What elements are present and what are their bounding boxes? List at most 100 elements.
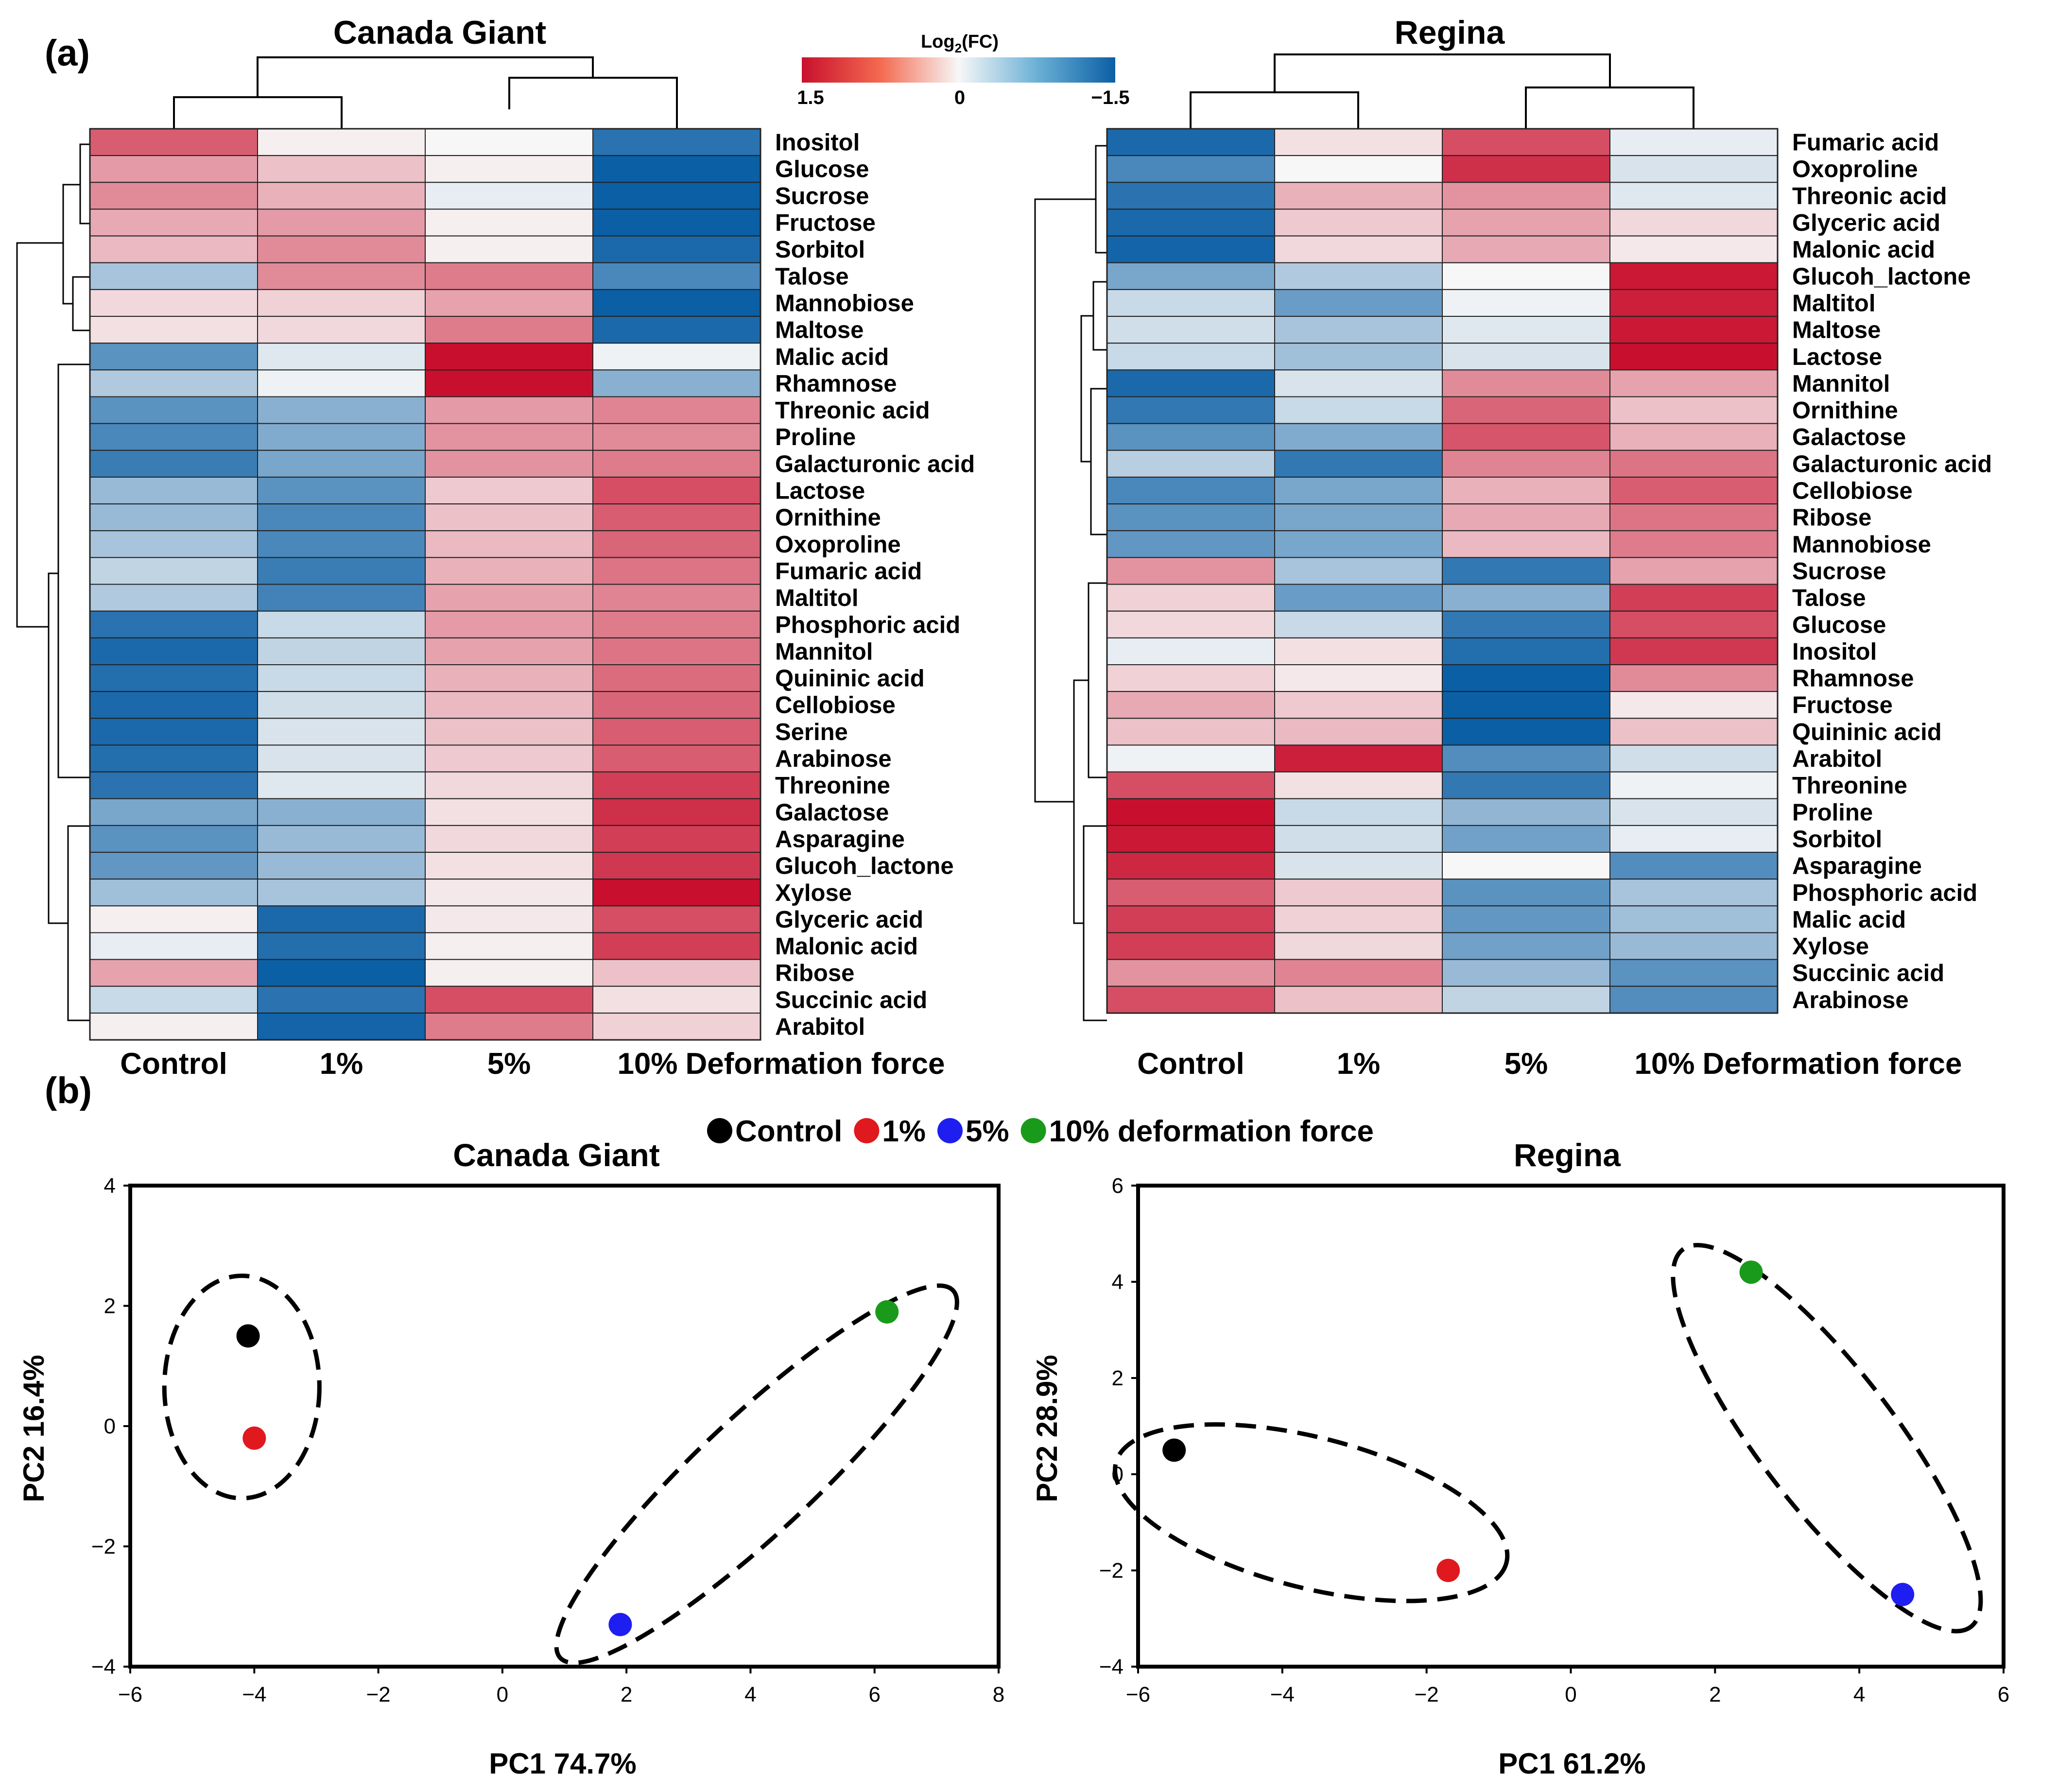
heatmap-regina-column-label-0: Control	[1137, 1047, 1244, 1081]
heatmap-regina-cell-oxoproline-2	[1442, 155, 1610, 183]
pca-regina-ytick-label: 4	[1112, 1270, 1124, 1294]
heatmap-regina-row-label: Malic acid	[1792, 907, 1906, 933]
heatmap-canada-giant-cell-galactose-2	[425, 798, 593, 826]
colorbar-title-subscript: 2	[955, 41, 962, 55]
pca-regina-xtick-label: −6	[1126, 1683, 1150, 1706]
pca-canada-giant-xtick-label: −2	[366, 1683, 390, 1706]
heatmap-canada-giant-cell-galactose-1	[257, 798, 426, 826]
heatmap-canada-giant-cell-sucrose-1	[257, 182, 426, 210]
heatmap-regina-cell-quininic-acid-1	[1274, 718, 1443, 746]
heatmap-regina-cell-talose-1	[1274, 584, 1443, 612]
heatmap-canada-giant-row-label: Xylose	[775, 880, 852, 906]
heatmap-regina-column-label-1: 1%	[1337, 1047, 1381, 1081]
heatmap-regina-row-label: Sucrose	[1792, 558, 1886, 585]
pca-canada-giant-ytick-label: 2	[104, 1294, 116, 1318]
heatmap-regina-row-label: Quininic acid	[1792, 719, 1942, 745]
pca-canada-giant-point-5pct	[608, 1613, 632, 1637]
heatmap-canada-giant-row-label: Glucoh_lactone	[775, 853, 954, 879]
heatmap-regina-cell-threonic-acid-2	[1442, 182, 1610, 210]
heatmap-canada-giant-row-label: Galactose	[775, 799, 889, 826]
heatmap-regina-row-label: Galactose	[1792, 424, 1906, 450]
heatmap-canada-giant-cell-quininic-acid-1	[257, 664, 426, 692]
heatmap-canada-giant-cell-arabinose-1	[257, 744, 426, 773]
heatmap-canada-giant-cell-phosphoric-acid-2	[425, 610, 593, 638]
heatmap-regina-cell-mannobiose-1	[1274, 530, 1443, 558]
heatmap-regina-cell-arabitol-0	[1106, 744, 1275, 773]
heatmap-regina-cell-arabinose-1	[1274, 985, 1443, 1014]
heatmap-canada-giant-cell-lactose-2	[425, 476, 593, 505]
heatmap-regina-cell-phosphoric-acid-3	[1609, 879, 1778, 907]
pca-canada-giant-xlabel: PC1 74.7%	[489, 1747, 637, 1780]
pca-canada-giant-xtick-label: −6	[118, 1683, 142, 1706]
heatmap-canada-giant-cell-glucoh-lactone-0	[89, 852, 258, 880]
heatmap-regina-cell-glucose-0	[1106, 610, 1275, 638]
heatmap-canada-giant-cell-mannitol-0	[89, 637, 258, 665]
heatmap-regina-column-dendrogram	[1190, 53, 1694, 129]
heatmap-regina-cell-sorbitol-0	[1106, 825, 1275, 853]
heatmap-canada-giant-row-label: Sorbitol	[775, 237, 865, 263]
heatmap-regina-cell-xylose-0	[1106, 932, 1275, 960]
heatmap-canada-giant-cell-xylose-0	[89, 879, 258, 907]
heatmap-canada-giant-column-labels: Control 1% 5% 10% Deformation force	[120, 1047, 945, 1081]
heatmap-regina-cells	[1106, 128, 1779, 1014]
heatmap-canada-giant-cell-galacturonic-acid-3	[592, 449, 761, 478]
heatmap-regina-cell-oxoproline-0	[1106, 155, 1275, 183]
heatmap-canada-giant-cell-ornithine-2	[425, 503, 593, 532]
heatmap-canada-giant-cell-glucose-3	[592, 155, 761, 183]
heatmap-regina-row-label: Ribose	[1792, 505, 1871, 531]
pca-legend-label-0: Control	[735, 1115, 842, 1148]
heatmap-regina-cell-inositol-1	[1274, 637, 1443, 665]
heatmap-regina-cell-proline-0	[1106, 798, 1275, 826]
heatmap-regina-cell-mannitol-2	[1442, 369, 1610, 397]
heatmap-regina-cell-sucrose-0	[1106, 557, 1275, 585]
pca-regina-xlabel: PC1 61.2%	[1498, 1747, 1646, 1780]
heatmap-regina-cell-glucose-2	[1442, 610, 1610, 638]
heatmap-canada-giant-border	[89, 128, 761, 1041]
heatmap-canada-giant-cell-maltose-1	[257, 316, 426, 344]
heatmap-regina-cell-oxoproline-3	[1609, 155, 1778, 183]
pca-regina-xtick-label: 2	[1709, 1683, 1721, 1706]
heatmap-canada-giant-cell-quininic-acid-0	[89, 664, 258, 692]
heatmap-canada-giant-cell-maltitol-3	[592, 584, 761, 612]
heatmap-regina-row-label: Ornithine	[1792, 397, 1898, 424]
heatmap-canada-giant-cell-arabitol-3	[592, 1012, 761, 1041]
heatmap-regina-cell-maltitol-1	[1274, 289, 1443, 317]
heatmap-regina-cell-glucoh-lactone-2	[1442, 262, 1610, 290]
heatmap-canada-giant-row-label: Maltitol	[775, 585, 858, 611]
heatmap-canada-giant-cell-fructose-1	[257, 208, 426, 237]
heatmap-regina-row-label: Glucoh_lactone	[1792, 263, 1971, 290]
heatmap-canada-giant-cell-oxoproline-2	[425, 530, 593, 558]
heatmap-canada-giant-cell-proline-2	[425, 423, 593, 451]
heatmap-canada-giant-cell-xylose-3	[592, 879, 761, 907]
heatmap-canada-giant-cell-glyceric-acid-2	[425, 905, 593, 933]
heatmap-regina-row-label: Xylose	[1792, 933, 1869, 960]
heatmap-canada-giant-cell-malic-acid-3	[592, 343, 761, 371]
pca-regina-xtick-label: 6	[1998, 1683, 2009, 1706]
heatmap-regina-cell-quininic-acid-0	[1106, 718, 1275, 746]
heatmap-canada-giant-cell-malic-acid-0	[89, 343, 258, 371]
heatmap-regina-row-label: Threonine	[1792, 773, 1907, 799]
heatmap-regina-cell-galacturonic-acid-3	[1609, 449, 1778, 478]
heatmap-canada-giant-cell-threonine-0	[89, 771, 258, 799]
heatmap-canada-giant-row-label: Arabitol	[775, 1014, 865, 1040]
colorbar-gradient	[802, 57, 1115, 83]
heatmap-regina-cell-glucose-3	[1609, 610, 1778, 638]
heatmap-canada-giant-cell-serine-0	[89, 718, 258, 746]
heatmap-canada-giant-cell-ornithine-0	[89, 503, 258, 532]
heatmap-canada-giant: Canada Giant InositolGlucoseSucroseFruct…	[16, 14, 975, 1081]
heatmap-canada-giant-cell-glucose-0	[89, 155, 258, 183]
colorbar-tick-high: 1.5	[797, 87, 824, 108]
heatmap-canada-giant-cell-sucrose-3	[592, 182, 761, 210]
heatmap-canada-giant-cell-rhamnose-2	[425, 369, 593, 397]
heatmap-regina-cell-fumaric-acid-3	[1609, 128, 1778, 156]
heatmap-regina-row-label: Oxoproline	[1792, 156, 1918, 183]
heatmap-canada-giant-cell-asparagine-0	[89, 825, 258, 853]
heatmap-regina-cell-mannitol-0	[1106, 369, 1275, 397]
heatmap-regina-cell-lactose-1	[1274, 343, 1443, 371]
heatmap-regina-row-dendrogram	[1034, 145, 1107, 1021]
heatmap-regina-cell-ribose-2	[1442, 503, 1610, 532]
colorbar-tick-mid: 0	[954, 87, 965, 108]
heatmap-regina-cell-malic-acid-3	[1609, 905, 1778, 933]
heatmap-canada-giant-cell-malonic-acid-0	[89, 932, 258, 960]
heatmap-regina-cell-ribose-3	[1609, 503, 1778, 532]
